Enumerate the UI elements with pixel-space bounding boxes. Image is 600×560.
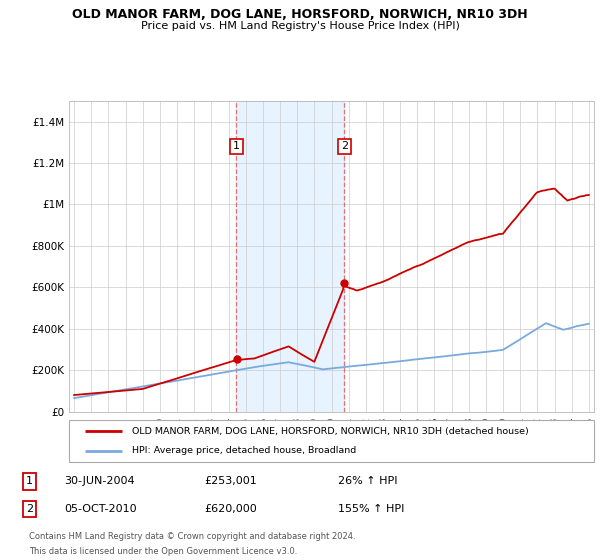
Text: OLD MANOR FARM, DOG LANE, HORSFORD, NORWICH, NR10 3DH (detached house): OLD MANOR FARM, DOG LANE, HORSFORD, NORW… bbox=[132, 427, 529, 436]
Text: OLD MANOR FARM, DOG LANE, HORSFORD, NORWICH, NR10 3DH: OLD MANOR FARM, DOG LANE, HORSFORD, NORW… bbox=[72, 8, 528, 21]
Text: 1: 1 bbox=[233, 141, 240, 151]
Text: 30-JUN-2004: 30-JUN-2004 bbox=[64, 477, 135, 487]
Text: 2: 2 bbox=[26, 504, 33, 514]
Text: Price paid vs. HM Land Registry's House Price Index (HPI): Price paid vs. HM Land Registry's House … bbox=[140, 21, 460, 31]
FancyBboxPatch shape bbox=[69, 420, 594, 462]
Text: £253,001: £253,001 bbox=[204, 477, 257, 487]
Text: 155% ↑ HPI: 155% ↑ HPI bbox=[338, 504, 404, 514]
Text: HPI: Average price, detached house, Broadland: HPI: Average price, detached house, Broa… bbox=[132, 446, 356, 455]
Text: 26% ↑ HPI: 26% ↑ HPI bbox=[338, 477, 397, 487]
Bar bbox=[236, 101, 344, 412]
Text: 2: 2 bbox=[341, 141, 348, 151]
Text: This data is licensed under the Open Government Licence v3.0.: This data is licensed under the Open Gov… bbox=[29, 547, 298, 556]
Text: £620,000: £620,000 bbox=[204, 504, 257, 514]
Text: 1: 1 bbox=[26, 477, 33, 487]
Text: Contains HM Land Registry data © Crown copyright and database right 2024.: Contains HM Land Registry data © Crown c… bbox=[29, 533, 356, 542]
Text: 05-OCT-2010: 05-OCT-2010 bbox=[64, 504, 137, 514]
